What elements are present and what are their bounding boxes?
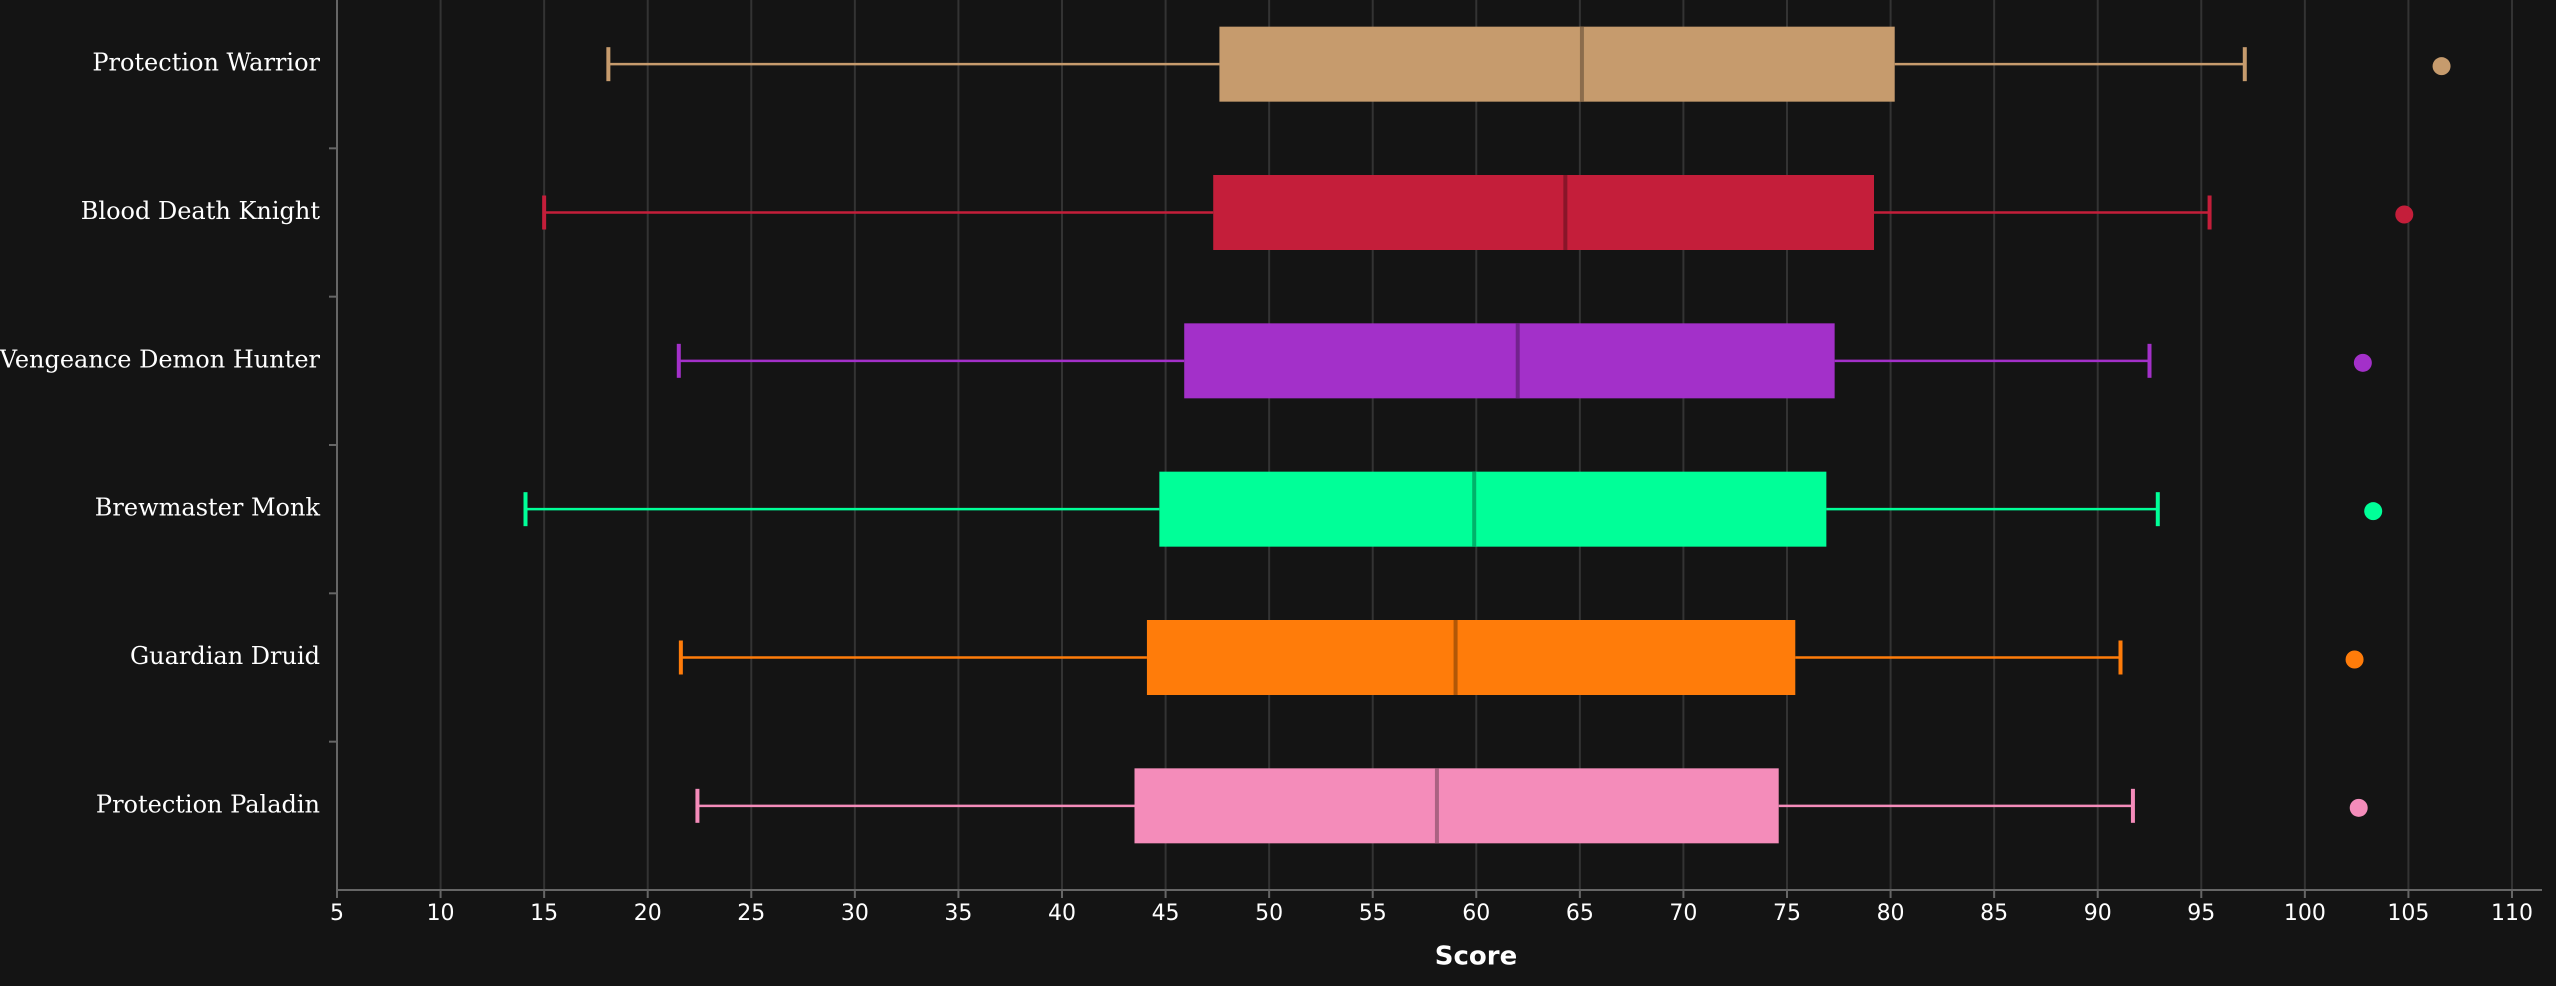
outlier	[2432, 57, 2451, 76]
x-tick-label: 50	[1255, 901, 1283, 926]
x-tick-label: 45	[1152, 901, 1180, 926]
y-tick-label: Brewmaster Monk	[95, 494, 321, 522]
x-tick-label: 90	[2084, 901, 2112, 926]
x-tick-label: 30	[841, 901, 869, 926]
x-tick-label: 85	[1980, 901, 2008, 926]
x-tick-label: 60	[1462, 901, 1490, 926]
y-tick-label: Protection Warrior	[92, 49, 320, 77]
x-tick-label: 95	[2187, 901, 2215, 926]
outlier	[2349, 798, 2368, 817]
outlier	[2345, 650, 2364, 669]
x-tick-label: 55	[1359, 901, 1387, 926]
x-tick-label: 75	[1773, 901, 1801, 926]
x-tick-label: 20	[634, 901, 662, 926]
x-tick-label: 15	[530, 901, 558, 926]
box	[1134, 768, 1779, 844]
x-axis-title: Score	[1435, 942, 1517, 972]
x-tick-label: 80	[1877, 901, 1905, 926]
box	[1146, 620, 1796, 695]
y-tick-label: Vengeance Demon Hunter	[0, 345, 321, 373]
x-tick-label: 40	[1048, 901, 1076, 926]
x-tick-label: 10	[427, 901, 455, 926]
x-tick-label: 100	[2284, 901, 2326, 926]
outlier	[2395, 205, 2414, 224]
y-tick-label: Blood Death Knight	[81, 197, 321, 225]
box	[1184, 323, 1835, 399]
x-tick-label: 5	[330, 901, 344, 926]
y-tick-label: Protection Paladin	[96, 790, 320, 818]
outlier	[2353, 353, 2372, 372]
y-tick-label: Guardian Druid	[130, 642, 320, 670]
x-tick-label: 105	[2387, 901, 2429, 926]
outlier	[2364, 502, 2383, 521]
x-tick-label: 70	[1669, 901, 1697, 926]
x-tick-label: 35	[944, 901, 972, 926]
box	[1159, 471, 1827, 547]
x-tick-label: 65	[1566, 901, 1594, 926]
box	[1213, 175, 1874, 250]
x-tick-label: 25	[737, 901, 765, 926]
x-tick-label: 110	[2491, 901, 2533, 926]
box	[1219, 26, 1895, 102]
